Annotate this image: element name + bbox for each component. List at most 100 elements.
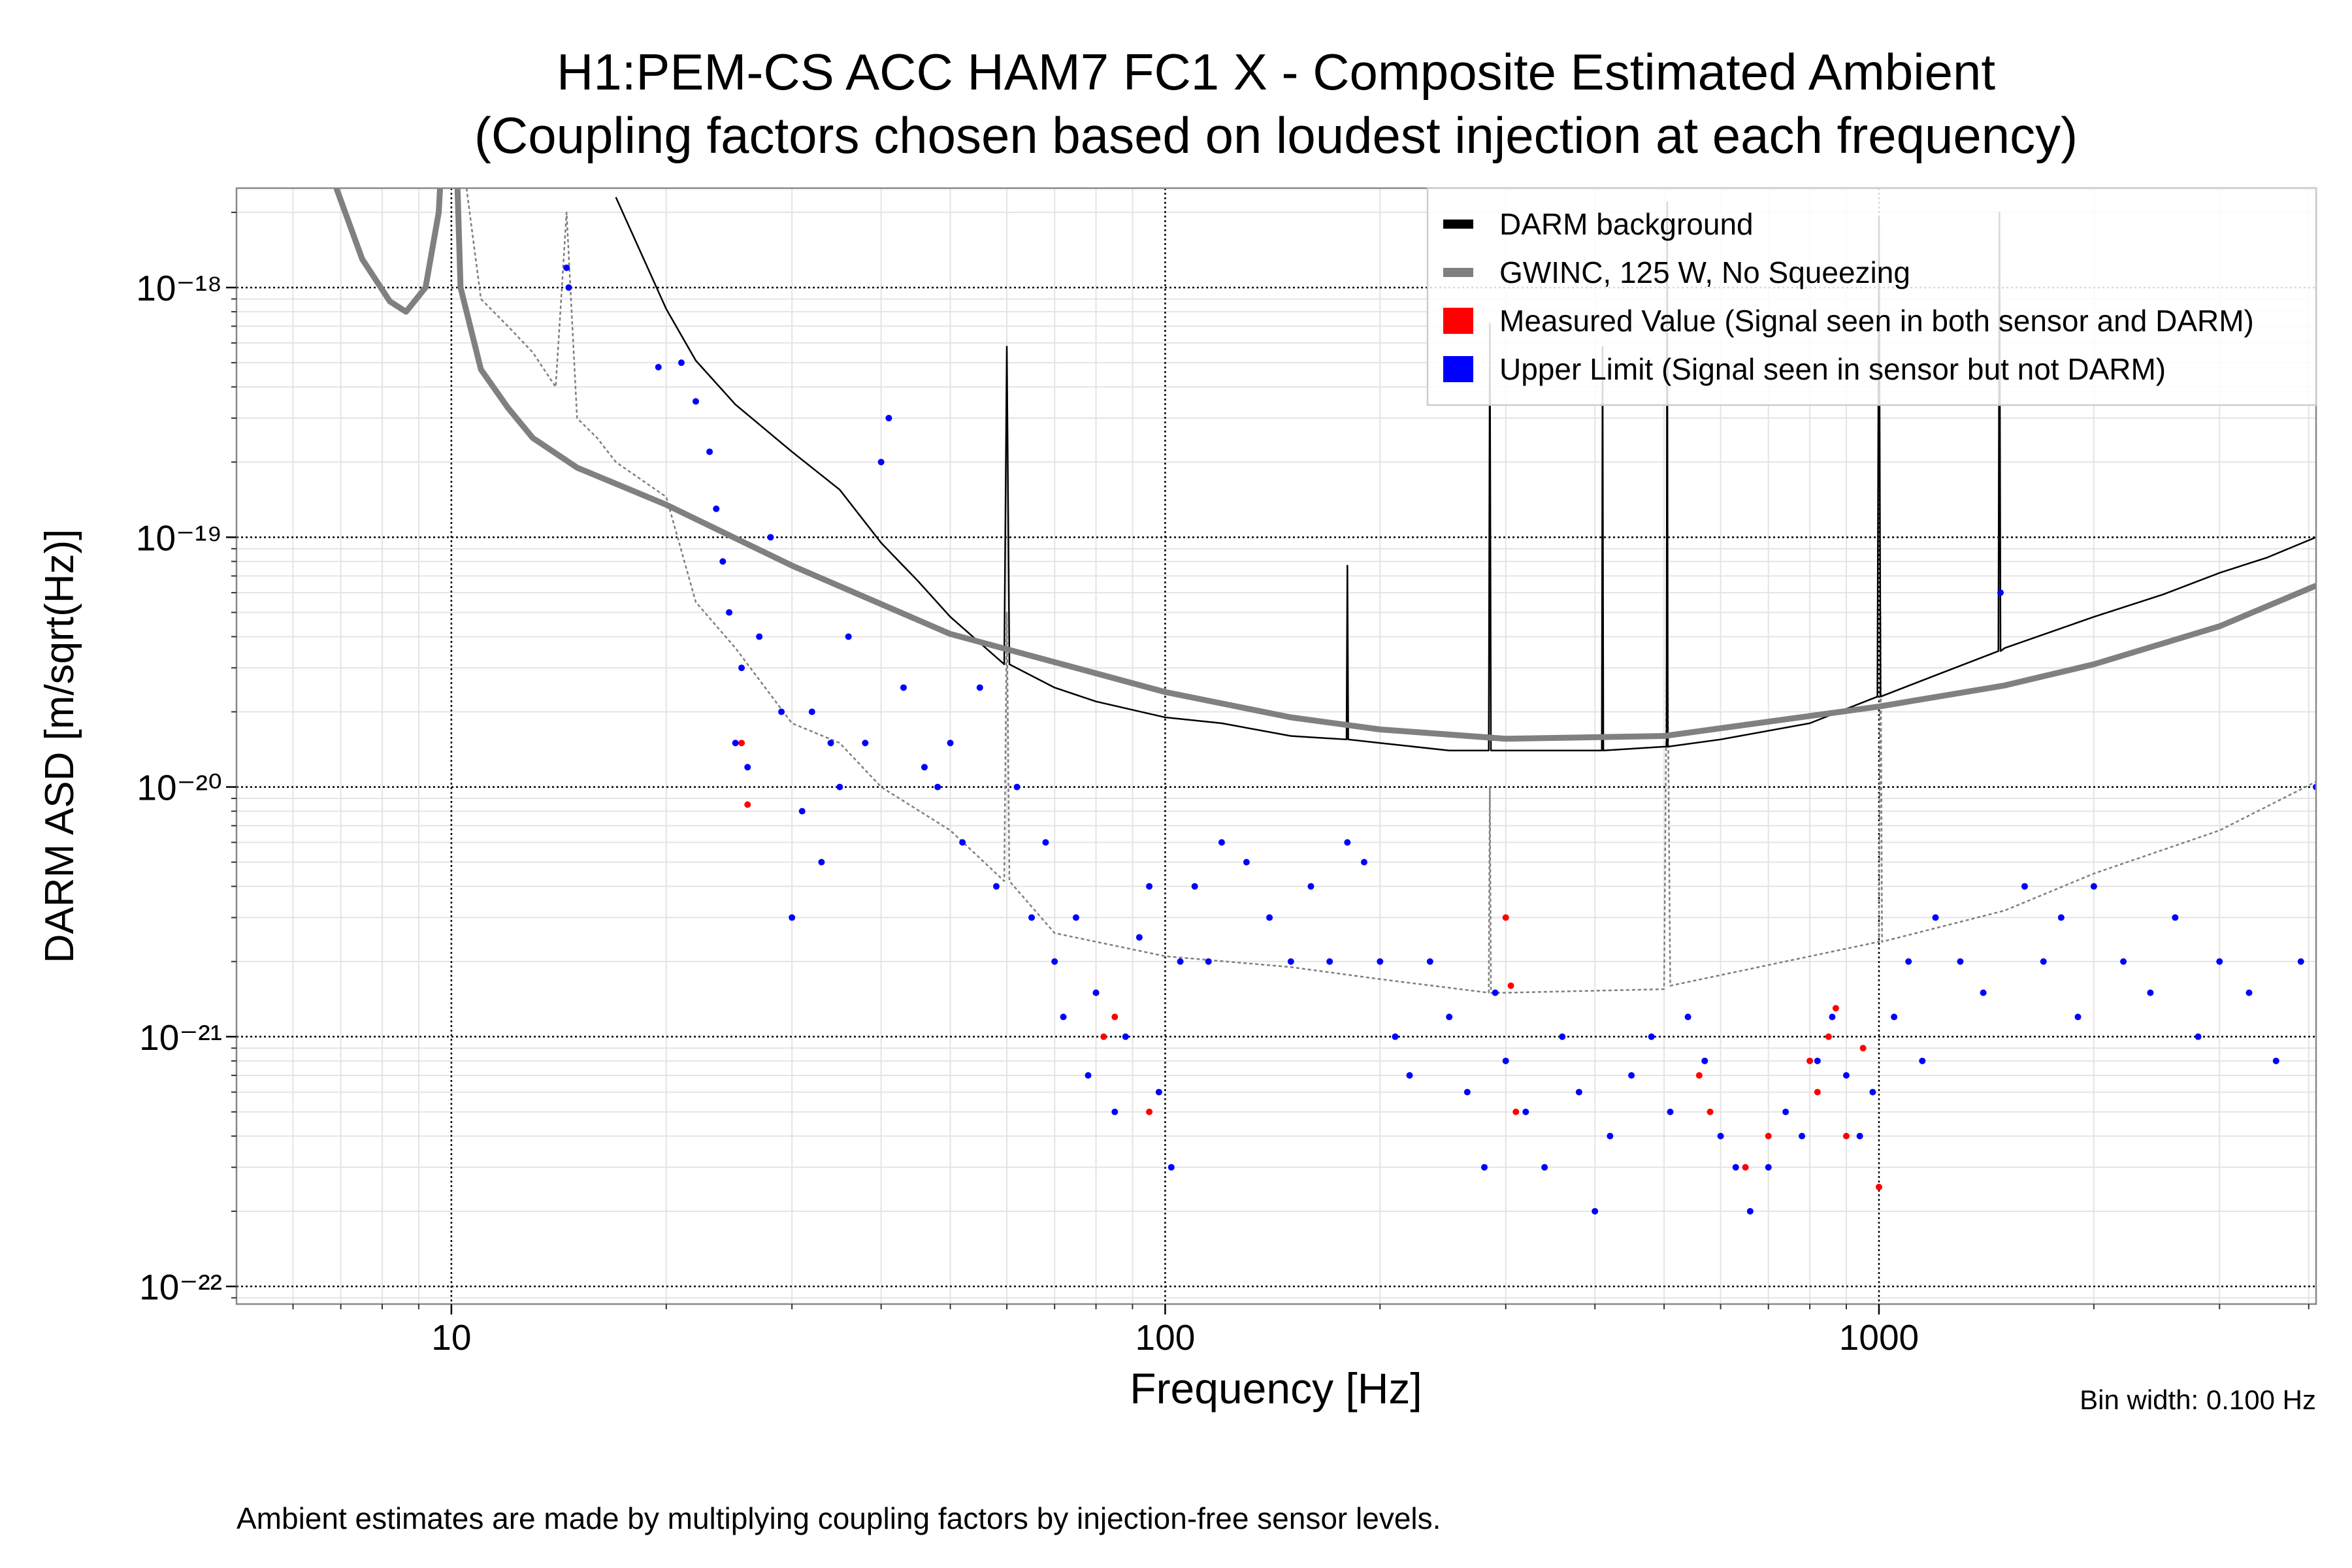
scatter-point (2272, 1057, 2279, 1064)
scatter-point (1042, 839, 1049, 846)
scatter-point (1502, 1057, 1509, 1064)
scatter-point (778, 708, 785, 715)
scatter-point (1707, 1108, 1714, 1115)
scatter-point (2040, 958, 2047, 965)
reference-curve (333, 188, 2316, 742)
scatter-point (692, 398, 699, 405)
scatter-point (1628, 1072, 1635, 1079)
scatter-point (1814, 1057, 1821, 1064)
scatter-point (1522, 1108, 1529, 1115)
scatter-point (1592, 1207, 1599, 1215)
axes: 10 100 1000 10⁻²² 10⁻²¹ 10⁻²⁰ 10⁻¹⁹ 10⁻¹⁸ (136, 212, 2310, 1358)
scatter-point (1426, 958, 1433, 965)
scatter-point (1266, 914, 1273, 921)
scatter-point (827, 740, 834, 747)
scatter-point (2120, 958, 2127, 965)
scatter-point (1028, 914, 1036, 921)
scatter-point (1492, 989, 1499, 996)
legend: DARM background GWINC, 125 W, No Squeezin… (1426, 187, 2317, 406)
scatter-point (845, 633, 852, 640)
chart-subtitle: (Coupling factors chosen based on loudes… (474, 106, 2078, 164)
scatter-point (2147, 989, 2154, 996)
scatter-point (947, 740, 954, 747)
scatter-point (1842, 1132, 1850, 1139)
scatter-point (1765, 1164, 1772, 1171)
scatter-point (1806, 1057, 1814, 1064)
scatter-point (2021, 883, 2028, 890)
scatter-point (1122, 1033, 1129, 1040)
legend-box (1426, 187, 2317, 406)
scatter-point (1191, 883, 1198, 890)
scatter-point (1932, 914, 1939, 921)
scatter-point (1168, 1164, 1175, 1171)
scatter-point (1559, 1033, 1566, 1040)
scatter-point (934, 783, 941, 791)
scatter-point (1648, 1033, 1655, 1040)
scatter-point (1825, 1033, 1832, 1040)
scatter-point (1765, 1132, 1772, 1139)
scatter-point (706, 448, 713, 455)
scatter-point (1507, 982, 1514, 989)
scatter-point (1856, 1132, 1863, 1139)
scatter-point (1060, 1013, 1067, 1021)
scatter-point (1701, 1057, 1708, 1064)
bin-width-note: Bin width: 0.100 Hz (2080, 1384, 2316, 1415)
scatter-point (1155, 1088, 1162, 1096)
scatter-point (1377, 958, 1384, 965)
scatter-point (744, 764, 751, 771)
legend-swatch (1443, 356, 1473, 382)
scatter-point (563, 264, 570, 271)
scatter-point (1480, 1164, 1488, 1171)
scatter-point (713, 505, 720, 512)
scatter-point (2195, 1033, 2202, 1040)
scatter-point (1980, 989, 1987, 996)
scatter-point (1406, 1072, 1413, 1079)
scatter-point (744, 801, 751, 808)
scatter-point (1092, 989, 1100, 996)
scatter-point (900, 684, 907, 691)
scatter-point (1146, 883, 1153, 890)
scatter-point (738, 740, 745, 747)
scatter-point (1344, 839, 1351, 846)
scatter-point (1799, 1132, 1806, 1139)
plot-frame (235, 187, 2317, 1305)
scatter-point (885, 414, 892, 421)
scatter-point (808, 708, 815, 715)
scatter-point (877, 459, 885, 466)
legend-label: GWINC, 125 W, No Squeezing (1499, 255, 1910, 289)
scatter-point (976, 684, 983, 691)
y-tick-label: 10⁻¹⁸ (136, 268, 222, 308)
plot-area (333, 188, 2316, 1215)
scatter-point (1814, 1088, 1821, 1096)
scatter-point (1695, 1072, 1703, 1079)
y-tick-label: 10⁻²² (139, 1267, 222, 1307)
scatter-point (2057, 914, 2065, 921)
scatter-point (1832, 1005, 1839, 1012)
legend-swatch (1443, 268, 1473, 277)
x-tick-label: 100 (1135, 1317, 1196, 1358)
scatter-point (2172, 914, 2179, 921)
scatter-point (1243, 858, 1250, 866)
scatter-point (1205, 958, 1212, 965)
scatter-point (1919, 1057, 1926, 1064)
scatter-point (1326, 958, 1333, 965)
scatter-point (1135, 934, 1143, 941)
legend-label: Upper Limit (Signal seen in sensor but n… (1499, 352, 2166, 386)
footnote: Ambient estimates are made by multiplyin… (237, 1501, 1441, 1535)
x-tick-label: 1000 (1839, 1317, 1919, 1358)
spectrum-line (615, 197, 2316, 751)
scatter-point (732, 740, 739, 747)
scatter-point (719, 558, 727, 565)
y-tick-label: 10⁻²¹ (139, 1017, 222, 1058)
spectrum-line (465, 188, 2316, 994)
scatter-point (2246, 989, 2253, 996)
scatter-point (756, 633, 763, 640)
legend-swatch (1443, 220, 1473, 229)
scatter-point (1360, 858, 1367, 866)
scatter-point (1051, 958, 1058, 965)
scatter-point (1684, 1013, 1691, 1021)
scatter-point (1905, 958, 1912, 965)
scatter-point (767, 534, 774, 541)
